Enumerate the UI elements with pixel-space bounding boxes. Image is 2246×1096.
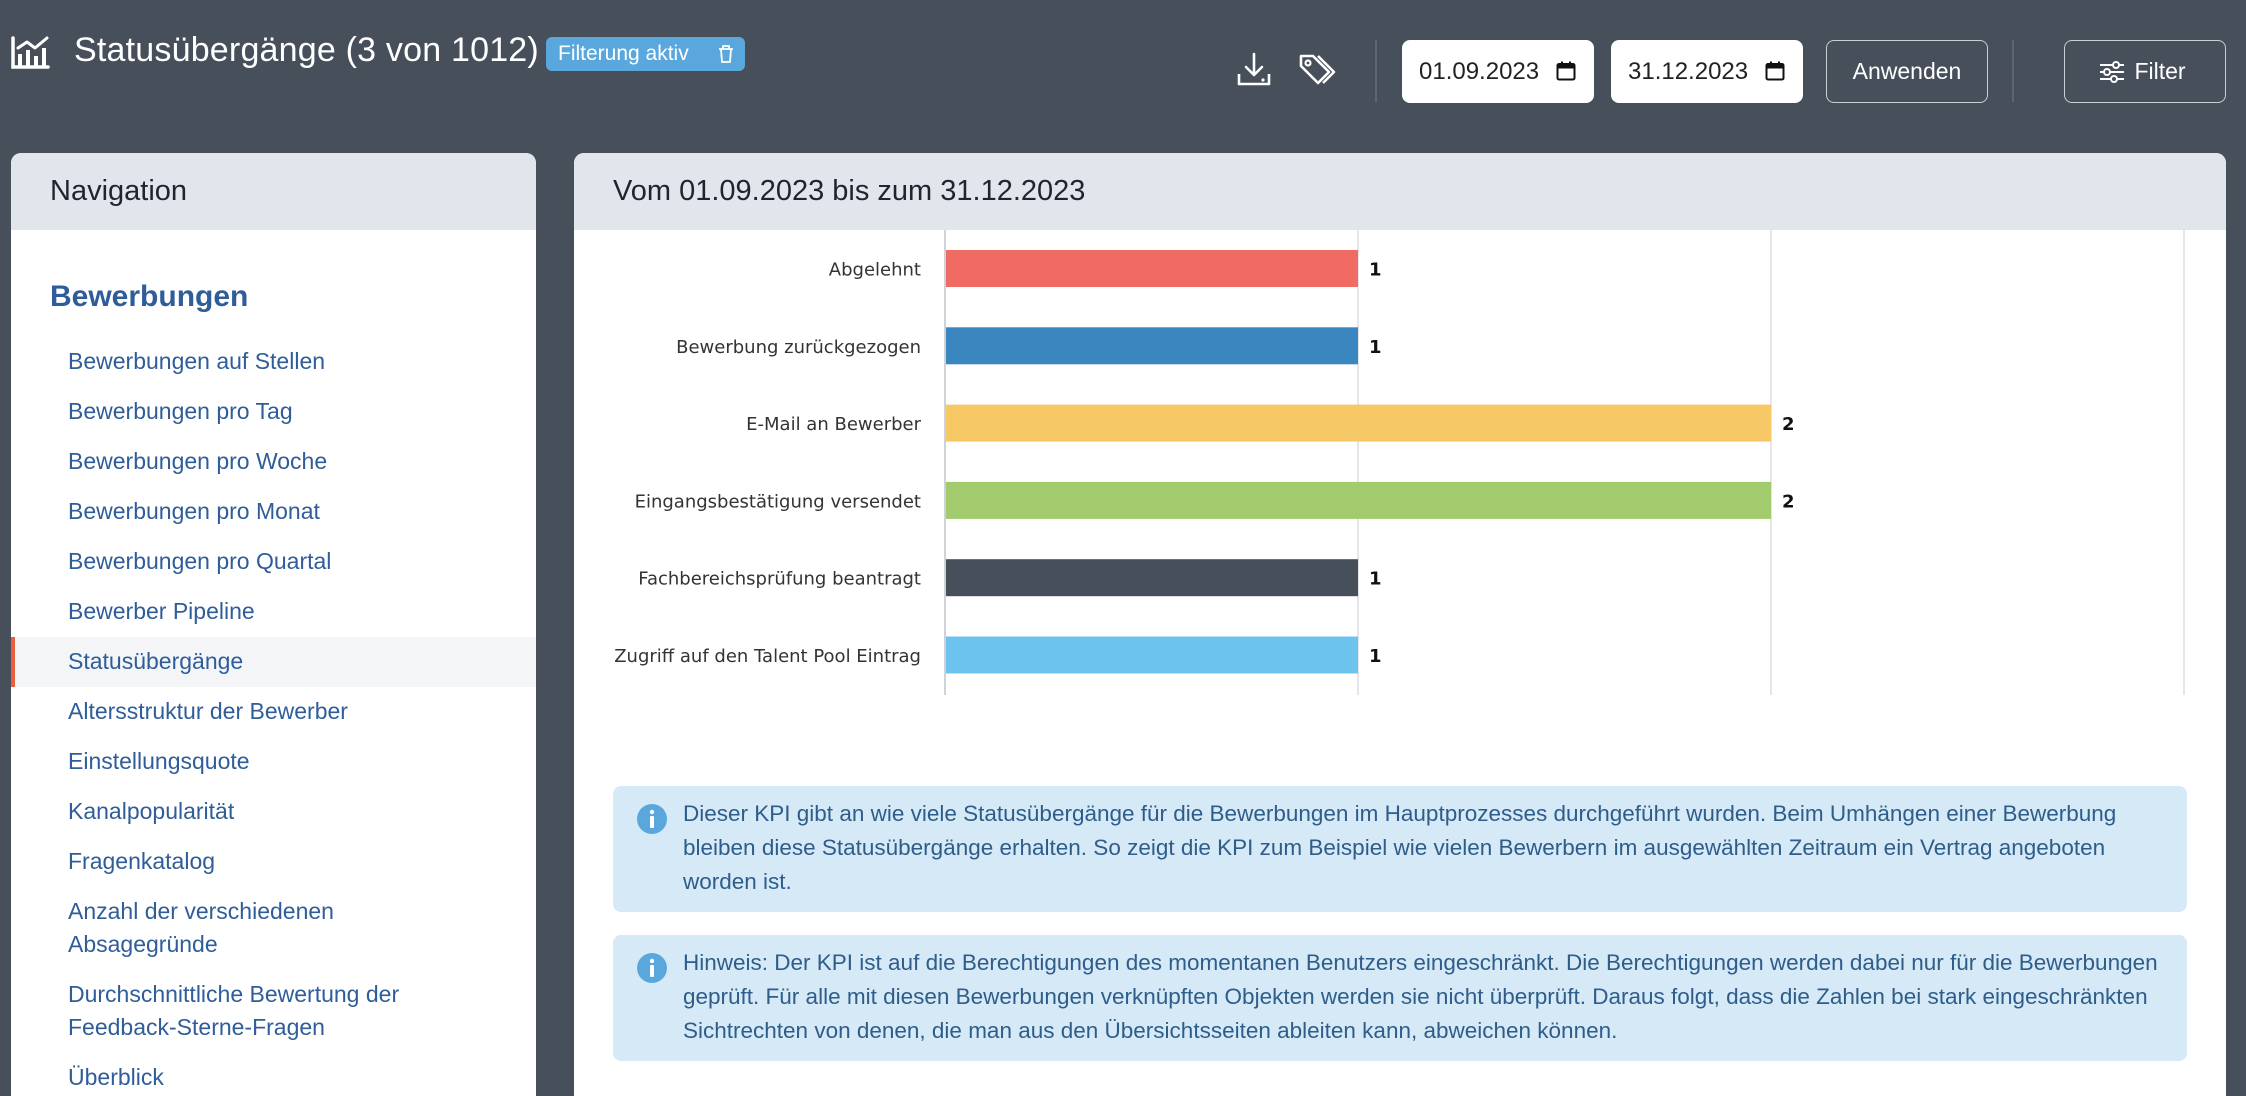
- date-to-input[interactable]: 31.12.2023: [1611, 40, 1803, 103]
- calendar-icon[interactable]: [1765, 61, 1785, 81]
- sidebar-item-statusuebergaenge[interactable]: Statusübergänge: [11, 637, 536, 687]
- main-panel: Vom 01.09.2023 bis zum 31.12.2023 Abgele…: [574, 153, 2226, 1096]
- sidebar-item-feedback-sterne[interactable]: Durchschnittliche Bewertung der Feedback…: [68, 981, 400, 1040]
- info-icon: [637, 804, 667, 834]
- chart-value-label: 1: [1369, 260, 1382, 281]
- sidebar-item-bewerbungen-pro-quartal[interactable]: Bewerbungen pro Quartal: [68, 548, 332, 574]
- page-title: Statusübergänge (3 von 1012): [74, 31, 539, 69]
- chart-bar[interactable]: [946, 327, 1358, 365]
- date-to-value: 31.12.2023: [1628, 58, 1749, 85]
- sidebar-item-bewerber-pipeline[interactable]: Bewerber Pipeline: [68, 598, 255, 624]
- info-icon: [637, 953, 667, 983]
- filter-active-badge[interactable]: Filterung aktiv: [546, 37, 745, 71]
- chart-bar[interactable]: [946, 636, 1358, 674]
- chart-category-label: Zugriff auf den Talent Pool Eintrag: [614, 646, 921, 667]
- chart-category-label: Fachbereichsprüfung beantragt: [638, 569, 921, 590]
- chart-bar[interactable]: [946, 481, 1771, 519]
- filter-badge-label: Filterung aktiv: [558, 42, 689, 65]
- chart-category-label: Bewerbung zurückgezogen: [676, 337, 921, 358]
- sidebar-item-einstellungsquote[interactable]: Einstellungsquote: [68, 748, 250, 774]
- sidebar-item-bewerbungen-pro-monat[interactable]: Bewerbungen pro Monat: [68, 498, 320, 524]
- header-divider: [2012, 40, 2014, 102]
- chart-value-label: 1: [1369, 646, 1382, 667]
- chart-bar[interactable]: [946, 404, 1771, 442]
- chart-value-label: 2: [1782, 414, 1795, 435]
- sidebar-item-bewerbungen-auf-stellen[interactable]: Bewerbungen auf Stellen: [68, 348, 326, 374]
- apply-button[interactable]: Anwenden: [1826, 40, 1988, 103]
- chart-value-label: 1: [1369, 337, 1382, 358]
- sidebar-item-absagegruende[interactable]: Anzahl der verschiedenen Absagegründe: [68, 898, 334, 957]
- sliders-icon: [2100, 61, 2124, 83]
- chart-category-label: Eingangsbestätigung versendet: [635, 491, 921, 512]
- tags-icon[interactable]: [1297, 50, 1337, 90]
- sidebar-item-bewerbungen-pro-woche[interactable]: Bewerbungen pro Woche: [68, 448, 328, 474]
- sidebar-item-ueberblick[interactable]: Überblick: [68, 1064, 164, 1090]
- sidebar-item-altersstruktur[interactable]: Altersstruktur der Bewerber: [68, 698, 348, 724]
- sidebar-item-fragenkatalog[interactable]: Fragenkatalog: [68, 848, 216, 874]
- filter-button[interactable]: Filter: [2064, 40, 2226, 103]
- date-from-input[interactable]: 01.09.2023: [1402, 40, 1594, 103]
- permission-hint-box: Hinweis: Der KPI ist auf die Berechtigun…: [613, 935, 2187, 1061]
- download-icon[interactable]: [1234, 50, 1274, 90]
- main-heading: Vom 01.09.2023 bis zum 31.12.2023: [574, 153, 2226, 230]
- chart-bar[interactable]: [946, 559, 1358, 597]
- filter-button-label: Filter: [2134, 58, 2186, 84]
- chart-value-label: 1: [1369, 569, 1382, 590]
- sidebar-item-bewerbungen-pro-tag[interactable]: Bewerbungen pro Tag: [68, 398, 293, 424]
- chart-bar[interactable]: [946, 250, 1358, 287]
- top-bar: Statusübergänge (3 von 1012) Filterung a…: [0, 0, 2246, 153]
- calendar-icon[interactable]: [1556, 61, 1576, 81]
- chart-value-label: 2: [1782, 491, 1795, 512]
- header-divider: [1375, 40, 1377, 102]
- nav-list: Bewerbungen auf Stellen Bewerbungen pro …: [11, 337, 536, 1096]
- nav-section-title[interactable]: Bewerbungen: [50, 280, 249, 313]
- chart-category-label: Abgelehnt: [829, 260, 921, 281]
- status-transitions-chart: Abgelehnt 1 Bewerbung zurückgezogen 1 E-Mail…: [614, 230, 2185, 695]
- kpi-info-box: Dieser KPI gibt an wie viele Statusüberg…: [613, 786, 2187, 912]
- permission-hint-text: Hinweis: Der KPI ist auf die Berechtigun…: [683, 950, 2158, 1043]
- sidebar: Navigation Bewerbungen Bewerbungen auf S…: [11, 153, 536, 1096]
- kpi-info-text: Dieser KPI gibt an wie viele Statusüberg…: [683, 801, 2117, 894]
- chart-category-label: E-Mail an Bewerber: [746, 414, 921, 435]
- sidebar-item-kanalpopularitaet[interactable]: Kanalpopularität: [68, 798, 235, 824]
- trash-icon[interactable]: [717, 44, 735, 64]
- date-from-value: 01.09.2023: [1419, 58, 1540, 85]
- chart-icon: [11, 36, 50, 69]
- sidebar-heading: Navigation: [11, 153, 536, 230]
